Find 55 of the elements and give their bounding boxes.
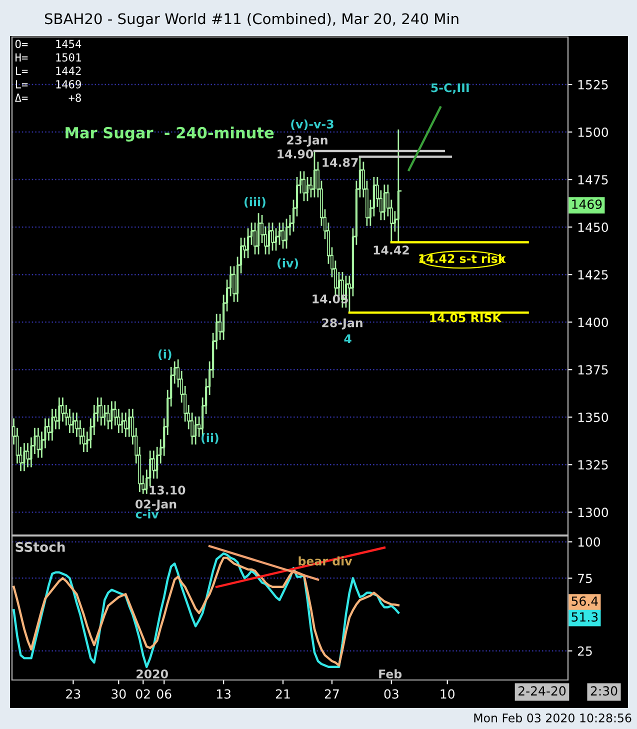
y-tick-label: 1500 — [578, 128, 608, 137]
annotation: (iv) — [278, 258, 298, 269]
text: 2:30 — [590, 686, 618, 696]
annotation: Feb — [379, 669, 402, 678]
text: 51.3 — [572, 612, 598, 622]
annotation: 14.05 RISK — [430, 313, 502, 322]
text: 1469 — [572, 199, 602, 209]
x-tick-label: 03 — [384, 689, 398, 699]
annotation: L= 1469 — [16, 80, 81, 88]
y-tick-label: 1375 — [578, 365, 608, 375]
annotation: Δ= +8 — [14, 94, 81, 102]
annotation: 4 — [344, 334, 352, 344]
x-tick-label: 27 — [324, 689, 339, 699]
annotation: c-iv — [136, 509, 159, 519]
y-tick-label: 1425 — [578, 270, 608, 280]
chart-title: SStoch — [16, 542, 65, 552]
x-tick-label: 13 — [216, 689, 231, 699]
annotation: 14.87 — [322, 158, 358, 167]
annotation: bear div — [298, 556, 352, 566]
annotation: (ii) — [202, 433, 218, 444]
annotation: 13.10 — [150, 486, 186, 495]
text: 2-24-20 — [518, 686, 566, 696]
annotation: (i) — [158, 350, 172, 360]
annotation: H= 1501 — [16, 53, 81, 62]
x-tick-label: 21 — [276, 689, 290, 699]
annotation: 2020 — [136, 669, 168, 678]
annotation: 5-C,III — [431, 83, 469, 94]
annotation: 28-Jan — [322, 318, 362, 330]
x-tick-label: 10 — [440, 689, 454, 699]
chart-title: SBAH20 - Sugar World #11 (Combined), Mar 20, 240 Min — [44, 12, 458, 28]
text: Mar Sugar - 240-minute — [66, 126, 274, 142]
text: Mon Feb 03 2020 10:28:56 — [474, 713, 632, 722]
y-tick-label: 75 — [578, 574, 592, 584]
text: 56.4 — [572, 596, 598, 606]
y-tick-label: 1400 — [578, 318, 608, 328]
annotation: 23-Jan — [287, 136, 328, 147]
annotation: 14.90 — [278, 150, 314, 158]
y-tick-label: 100 — [578, 537, 600, 547]
x-tick-label: 23 — [66, 689, 80, 699]
annotation: L= 1442 — [16, 66, 81, 75]
annotation: 02-Jan — [136, 500, 176, 511]
y-tick-label: 1325 — [578, 460, 608, 470]
y-tick-label: 25 — [578, 646, 592, 656]
y-tick-label: 1450 — [578, 222, 608, 232]
x-tick-label: 06 — [156, 689, 172, 699]
annotation: (iii) — [244, 197, 266, 208]
annotation: (v)-v-3 — [291, 119, 334, 130]
y-tick-label: 1475 — [578, 175, 608, 184]
y-tick-label: 1300 — [578, 508, 608, 518]
y-tick-label: 1350 — [578, 412, 608, 422]
x-tick-label: 02 — [136, 689, 150, 699]
annotation: O= 1454 — [15, 40, 82, 48]
annotation: 14.42 — [374, 246, 409, 254]
x-tick-label: 30 — [112, 689, 126, 699]
y-tick-label: 1525 — [578, 80, 608, 90]
